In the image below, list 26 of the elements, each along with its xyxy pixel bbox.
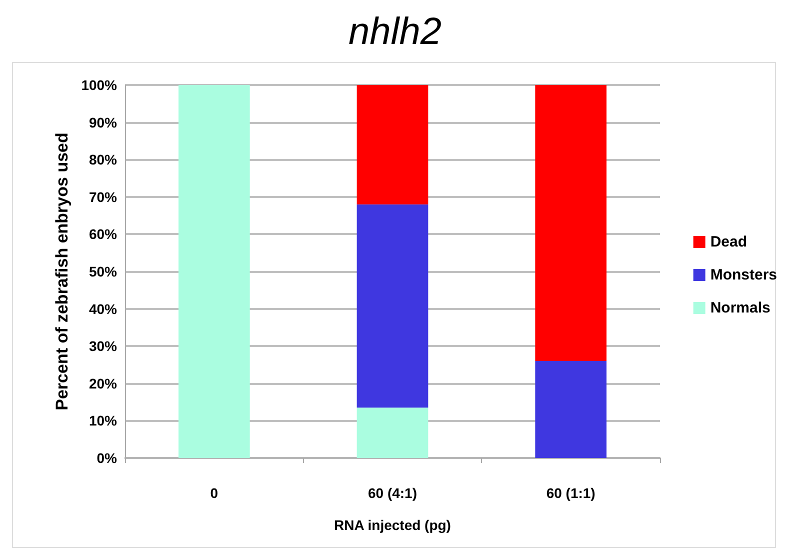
y-tick-label: 20% [88,375,118,392]
bar [356,408,428,458]
x-axis-title: RNA injected (pg) [334,517,451,533]
y-tick-label: 40% [88,300,118,317]
y-axis-title: Percent of zebrafish enbryos used [52,132,72,410]
legend-label: Normals [710,300,770,316]
x-tick-label: 0 [210,485,218,501]
y-tick-label: 50% [88,264,118,280]
x-tick-label: 60 (4:1) [368,485,418,501]
bar [356,204,428,408]
y-tick-label: 60% [88,226,118,242]
y-tick-label: 100% [81,77,118,93]
legend-label: Dead [710,234,748,250]
y-tick-label: 0% [96,450,118,466]
bar [178,85,250,458]
legend-label: Monsters [710,266,778,284]
y-tick-label: 30% [88,338,118,354]
y-tick-label: 90% [88,114,118,130]
bar [356,85,428,204]
y-tick-label: 80% [88,152,118,168]
x-tick-label: 60 (1:1) [546,485,596,501]
bar [535,85,606,362]
bar [535,361,606,458]
y-tick-label: 10% [88,412,118,429]
y-tick-label: 70% [88,188,118,205]
chart-title: nhlh2 [348,11,442,53]
